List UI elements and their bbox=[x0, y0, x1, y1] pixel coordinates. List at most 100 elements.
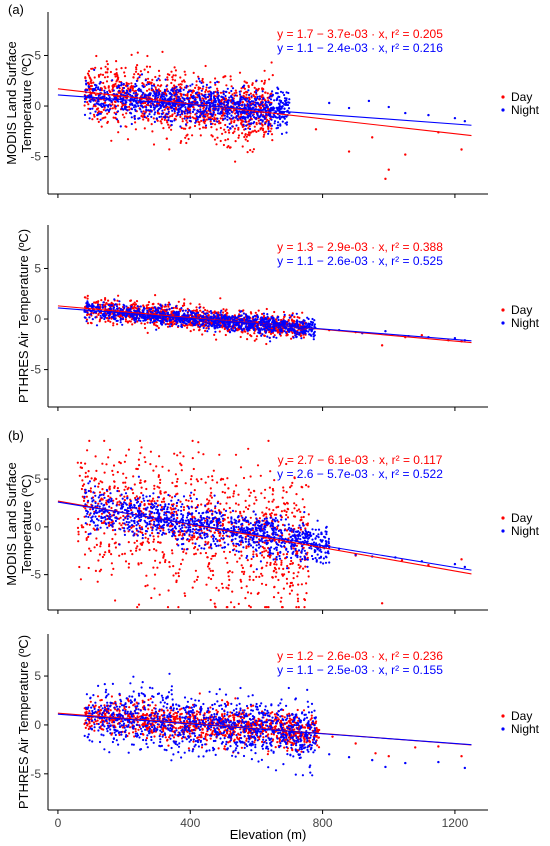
point-day bbox=[92, 81, 95, 84]
point-day bbox=[135, 68, 138, 71]
point-day bbox=[128, 320, 131, 323]
point-night bbox=[270, 106, 273, 109]
point-night bbox=[307, 330, 310, 333]
point-day bbox=[201, 79, 204, 82]
point-night bbox=[310, 334, 313, 337]
point-night bbox=[126, 309, 129, 312]
point-day bbox=[167, 123, 170, 126]
point-night bbox=[280, 116, 283, 119]
point-day bbox=[290, 559, 293, 563]
point-day bbox=[129, 516, 132, 519]
point-day bbox=[265, 307, 268, 311]
point-night bbox=[123, 304, 126, 307]
point-night bbox=[217, 107, 220, 110]
point-day bbox=[215, 586, 218, 590]
point-night bbox=[150, 84, 154, 87]
point-night bbox=[210, 98, 213, 101]
point-day bbox=[273, 479, 276, 482]
point-night bbox=[101, 306, 104, 309]
point-night bbox=[170, 323, 173, 326]
point-day bbox=[420, 334, 424, 337]
point-day bbox=[236, 560, 239, 563]
point-night bbox=[270, 124, 273, 127]
point-night bbox=[84, 316, 87, 319]
point-day bbox=[240, 119, 243, 122]
point-day bbox=[144, 532, 147, 535]
point-night bbox=[245, 124, 248, 127]
point-day bbox=[95, 537, 98, 540]
point-day bbox=[235, 91, 238, 94]
point-night bbox=[308, 325, 311, 328]
point-night bbox=[173, 87, 176, 90]
point-day bbox=[143, 68, 146, 71]
point-day bbox=[131, 89, 134, 92]
point-day bbox=[100, 299, 103, 302]
point-night bbox=[243, 316, 246, 319]
point-day bbox=[261, 94, 264, 97]
point-night bbox=[99, 80, 102, 84]
point-day bbox=[252, 148, 255, 151]
point-night bbox=[209, 109, 212, 112]
point-night bbox=[167, 90, 170, 93]
point-night bbox=[257, 331, 260, 334]
point-day bbox=[108, 545, 111, 548]
point-day bbox=[94, 455, 97, 458]
point-night bbox=[170, 307, 173, 310]
point-day bbox=[253, 332, 256, 335]
point-night bbox=[269, 115, 272, 118]
point-day bbox=[280, 516, 283, 519]
point-day bbox=[244, 330, 247, 333]
point-day bbox=[156, 84, 160, 87]
point-night bbox=[168, 325, 171, 328]
point-day bbox=[171, 481, 174, 484]
point-night bbox=[183, 312, 186, 315]
point-day bbox=[247, 131, 251, 134]
point-day bbox=[214, 83, 217, 86]
point-day bbox=[273, 310, 276, 314]
point-night bbox=[153, 120, 156, 123]
point-night bbox=[120, 81, 123, 85]
point-night bbox=[288, 316, 291, 319]
point-day bbox=[100, 67, 103, 70]
point-night bbox=[192, 319, 195, 322]
point-day bbox=[286, 564, 289, 568]
point-night bbox=[212, 113, 215, 116]
point-night bbox=[132, 92, 135, 95]
point-day bbox=[199, 309, 202, 312]
point-day bbox=[259, 474, 262, 477]
point-night bbox=[175, 319, 178, 322]
point-day bbox=[223, 550, 226, 553]
point-night bbox=[93, 103, 96, 106]
point-day bbox=[106, 75, 109, 78]
point-day bbox=[202, 81, 205, 84]
point-day bbox=[244, 506, 248, 509]
point-night bbox=[109, 304, 112, 307]
point-night bbox=[139, 108, 142, 111]
point-day bbox=[247, 127, 250, 130]
point-day bbox=[301, 311, 304, 314]
point-day bbox=[114, 107, 117, 110]
point-night bbox=[130, 112, 133, 115]
point-night bbox=[113, 298, 116, 301]
point-night bbox=[246, 316, 249, 319]
point-night bbox=[180, 112, 183, 115]
point-night bbox=[231, 117, 234, 120]
point-day bbox=[84, 507, 87, 510]
point-day bbox=[109, 320, 112, 323]
point-night bbox=[157, 77, 160, 80]
point-day bbox=[234, 453, 238, 456]
point-day bbox=[248, 134, 251, 137]
y-tick-label: 5 bbox=[34, 261, 41, 275]
point-day bbox=[251, 130, 254, 133]
point-day bbox=[215, 128, 218, 131]
legend-label-day: Day bbox=[511, 90, 532, 104]
point-day bbox=[118, 303, 121, 306]
point-day bbox=[101, 73, 105, 76]
point-night bbox=[219, 111, 222, 114]
point-night bbox=[152, 90, 155, 93]
point-night bbox=[223, 325, 226, 328]
point-night bbox=[233, 101, 237, 104]
point-night bbox=[158, 115, 161, 119]
point-night bbox=[93, 68, 96, 71]
